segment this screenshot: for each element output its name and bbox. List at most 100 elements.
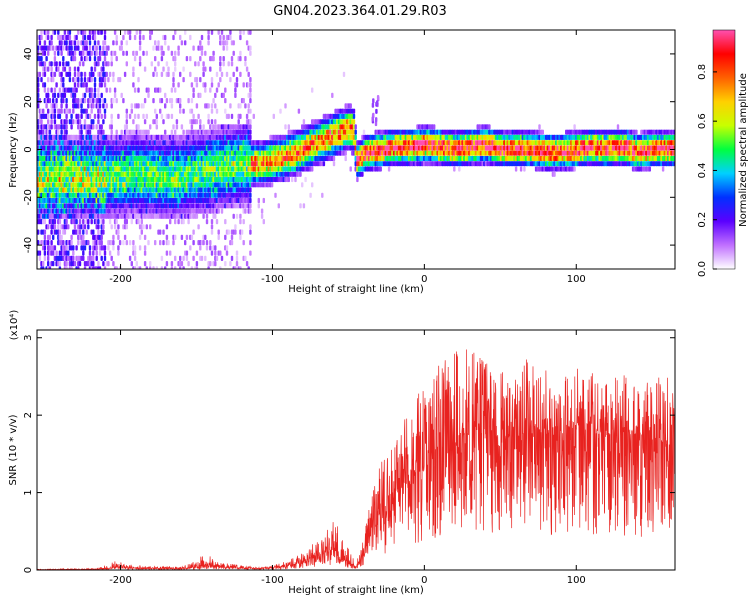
spectrogram-cell (110, 119, 113, 125)
spectrogram-cell (77, 45, 80, 51)
spectrogram-cell (115, 56, 118, 62)
spectrogram-cell (67, 224, 70, 230)
spectrogram-cell (249, 92, 252, 98)
spectrogram-cell (209, 261, 212, 267)
spectrogram-cell (458, 166, 461, 172)
spectrogram-cell (97, 119, 100, 125)
spectrogram-cell (87, 224, 90, 230)
spectrogram-cell (58, 219, 62, 225)
spectrogram-cell (125, 40, 128, 46)
spectrogram-cell (202, 124, 205, 130)
spectrogram-cell (47, 50, 50, 56)
spectrogram-cell (205, 240, 209, 246)
spectrogram-cell (128, 255, 132, 261)
spectrogram-cell (154, 40, 157, 46)
spectrogram-cell (53, 224, 57, 230)
spectrogram-cell (301, 182, 304, 188)
spectrogram-cell (175, 119, 179, 125)
spectrogram-cell (133, 34, 137, 41)
spectrogram-cell (229, 103, 232, 109)
spectrogram-cell (128, 113, 132, 119)
spectrogram-cell (362, 129, 366, 135)
spectrogram-cell (125, 108, 128, 114)
spectrogram-cell (152, 71, 155, 77)
spectrogram-cell (207, 103, 210, 109)
spectrogram-cell (199, 56, 202, 62)
spectrogram-cell (214, 213, 217, 219)
spectrogram-cell (45, 103, 48, 109)
spectrogram-cell (207, 40, 210, 46)
spectrogram-cell (128, 30, 132, 35)
spectrogram-cell (225, 45, 229, 51)
spectrogram-cell (88, 113, 92, 119)
spectrogram-cell (180, 40, 184, 46)
spectrogram-cell (95, 255, 98, 261)
spectrogram-cell (73, 66, 77, 72)
spectrogram-cell (200, 45, 204, 51)
spectrogram-cell (239, 56, 242, 62)
spectrogram-cell (182, 266, 185, 269)
spectrogram-cell (87, 240, 90, 246)
spectrogram-cell (225, 250, 229, 256)
spectrogram-cell (47, 87, 50, 93)
spectrogram-cell (212, 56, 215, 62)
spectrogram-cell (120, 92, 123, 98)
spectrogram-cell (344, 155, 347, 162)
spectrogram-cell (182, 77, 185, 83)
spectrogram-cell (90, 219, 93, 225)
spectrogram-cell (242, 98, 245, 104)
spectrogram-cell (70, 124, 73, 130)
spectrogram-cell (103, 56, 107, 62)
spectrogram-cell (102, 119, 105, 125)
spectrogram-cell (133, 255, 137, 261)
spectrogram-cell (82, 250, 85, 256)
spectrogram-cell (58, 261, 62, 267)
spectrogram-cell (174, 129, 177, 135)
spectrogram-cell (235, 77, 239, 83)
spectrogram-cell (43, 234, 47, 240)
spectrogram-cell (249, 208, 252, 214)
spectrogram-cell (239, 219, 242, 225)
spectrogram-cell (162, 240, 165, 246)
spectrogram-cell (47, 77, 50, 83)
spectrogram-cell (115, 219, 118, 225)
spectrogram-cell (97, 261, 100, 267)
spectrogram-cell (143, 119, 147, 125)
spectrogram-cell (332, 155, 336, 162)
spectrogram-cell (83, 119, 87, 125)
spectrogram-cell (249, 77, 252, 83)
spectrogram-cell (115, 129, 118, 135)
spectrogram-cell (58, 266, 62, 269)
spectrogram-cell (102, 129, 105, 135)
spectrogram-cell (209, 66, 212, 72)
spectrogram-cell (100, 240, 103, 246)
spectrogram-cell (239, 234, 242, 240)
spectrogram-cell (204, 50, 207, 56)
spectrogram-cell (103, 98, 107, 104)
spectrogram-cell (224, 234, 227, 240)
spectrogram-cell (164, 129, 167, 135)
spectrogram-cell (125, 61, 128, 67)
spectrogram-cell (277, 203, 280, 209)
spectrogram-cell (237, 119, 240, 125)
spectrogram-cell (202, 61, 205, 67)
spectrogram-cell (488, 124, 491, 130)
spectrogram-cell (215, 219, 219, 225)
spectrogram-cell (279, 108, 282, 114)
spectrogram-cell (137, 103, 140, 109)
spectrogram-cell (222, 45, 225, 51)
spectrogram-cell (249, 82, 252, 88)
spectrogram-cell (242, 240, 245, 246)
spectrogram-cell (78, 119, 82, 125)
spectrogram-cell (177, 45, 180, 51)
spectrogram-cell (130, 219, 133, 225)
spectrogram-cell (311, 182, 314, 188)
spectrogram-cell (229, 34, 232, 41)
spectrogram-cell (270, 182, 274, 188)
spectrogram-cell (214, 103, 217, 109)
spectrogram-cell (92, 71, 95, 77)
spectrogram-cell (102, 103, 105, 109)
spectrogram-cell (175, 124, 179, 130)
spectrogram-cell (65, 129, 68, 135)
spectrogram-cell (82, 219, 85, 225)
